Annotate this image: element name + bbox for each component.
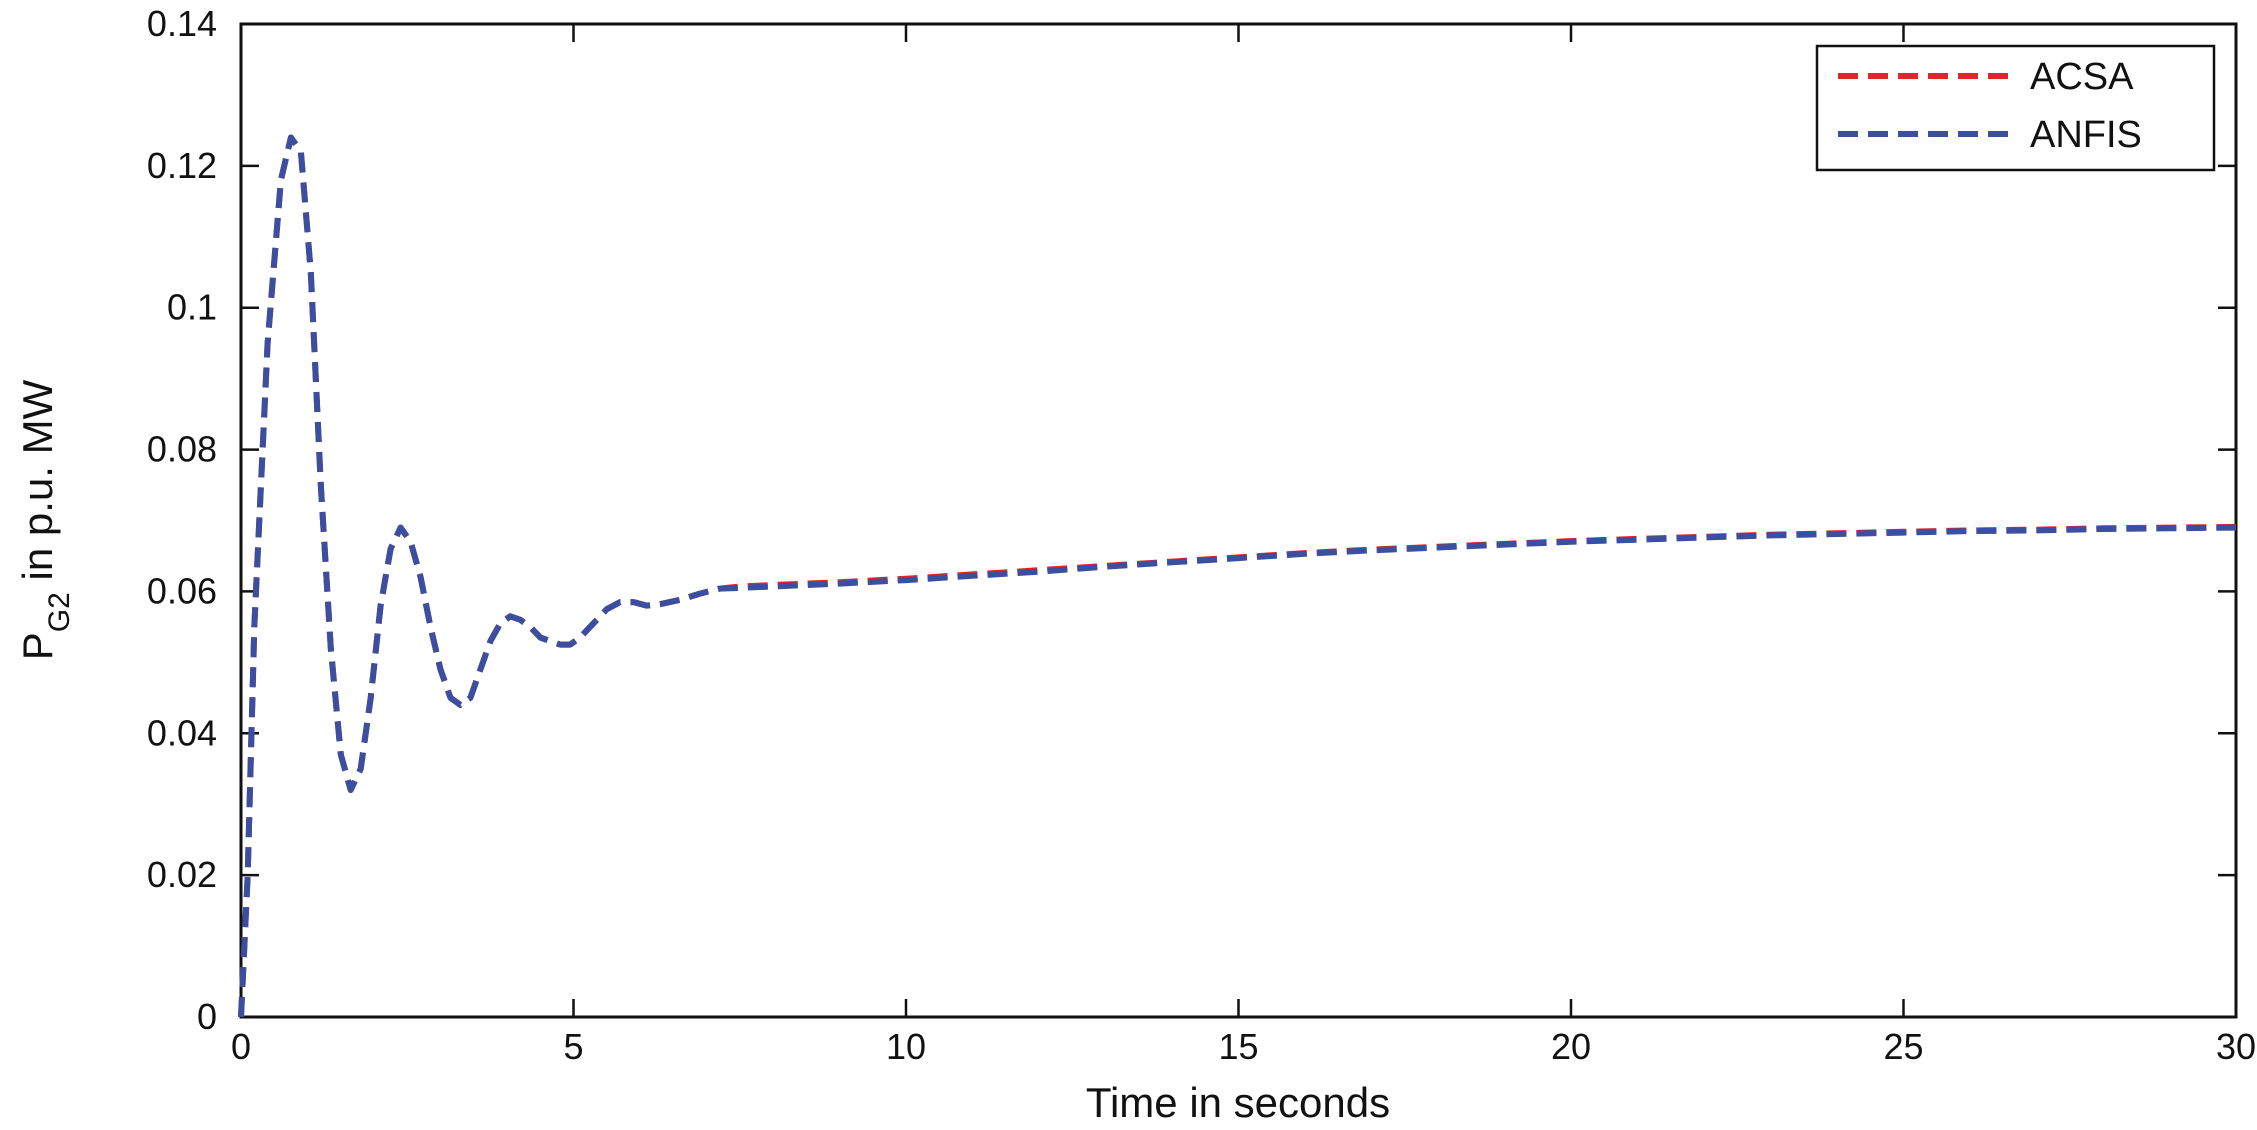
y-tick-label: 0.08: [147, 429, 217, 470]
y-tick-label: 0.1: [167, 287, 217, 328]
y-tick-label: 0.02: [147, 854, 217, 895]
y-tick-label: 0.14: [147, 3, 217, 44]
legend-label-acsa: ACSA: [2030, 56, 2134, 98]
x-tick-label: 10: [886, 1026, 926, 1067]
x-axis-ticks: 0 5 10 15 20 25 30: [231, 24, 2256, 1067]
y-axis-title-sub: G2: [43, 592, 76, 632]
x-tick-label: 20: [1551, 1026, 1591, 1067]
y-axis-title-main: P: [14, 632, 61, 660]
legend: ACSA ANFIS: [1815, 44, 2216, 172]
x-tick-label: 25: [1883, 1026, 1923, 1067]
y-axis-title-rest: in p.u. MW: [14, 379, 61, 592]
y-axis-ticks: 0 0.02 0.04 0.06 0.08 0.1 0.12 0.14: [147, 3, 2236, 1037]
x-tick-label: 0: [231, 1026, 251, 1067]
plot-area: [239, 22, 2238, 1019]
y-tick-label: 0.12: [147, 145, 217, 186]
x-tick-label: 30: [2216, 1026, 2256, 1067]
x-axis-title: Time in seconds: [1086, 1079, 1390, 1126]
legend-label-anfis: ANFIS: [2030, 114, 2142, 156]
y-tick-label: 0.04: [147, 712, 217, 753]
y-tick-label: 0.06: [147, 570, 217, 611]
x-tick-label: 15: [1218, 1026, 1258, 1067]
y-axis-title: PG2 in p.u. MW: [14, 379, 76, 660]
series-line-anfis: [238, 134, 2237, 1018]
legend-box: [1815, 44, 2216, 172]
series-layer: [238, 134, 2237, 1018]
y-tick-label: 0: [197, 996, 217, 1037]
x-tick-label: 5: [563, 1026, 583, 1067]
